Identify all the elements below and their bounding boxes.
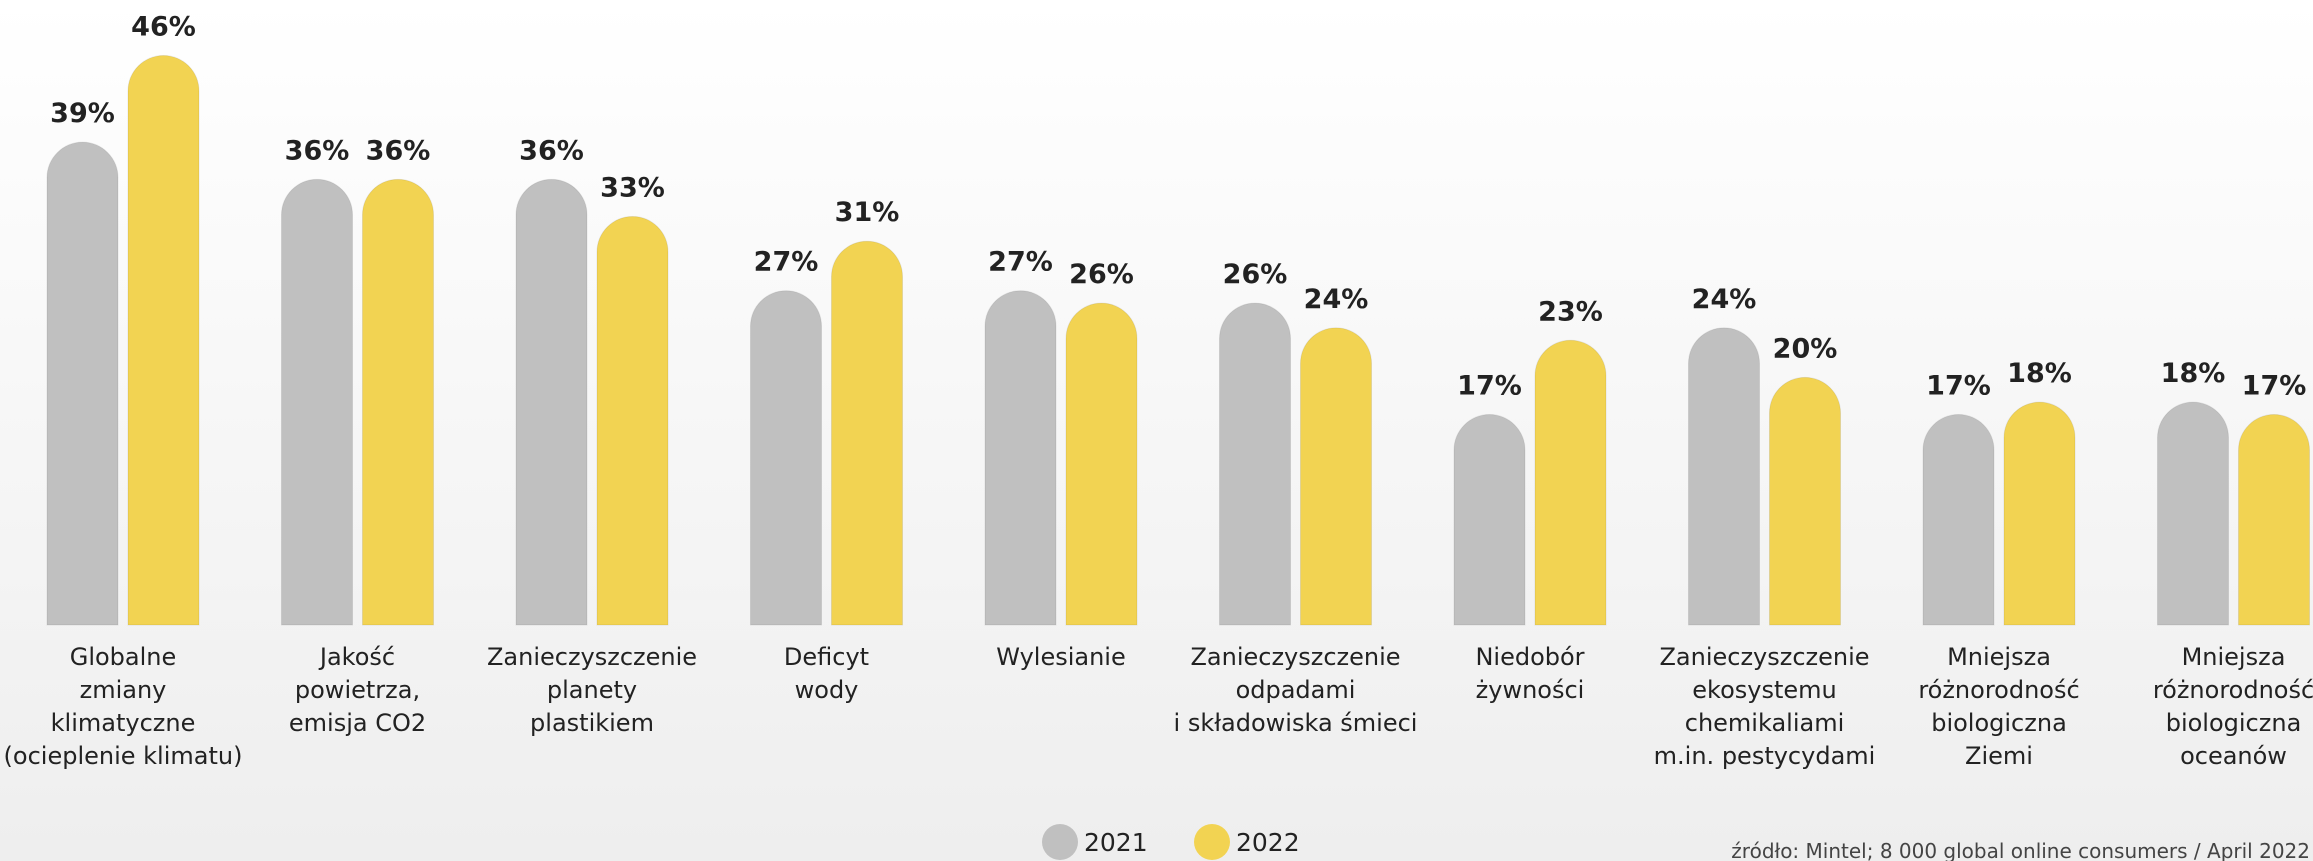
category-label: Globalne: [70, 643, 177, 671]
category-label: Jakość: [318, 643, 395, 671]
value-label: 36%: [366, 135, 431, 166]
bar: [1922, 414, 1995, 626]
value-label: 27%: [988, 247, 1053, 278]
category-label: różnorodność: [2153, 676, 2313, 704]
value-label: 17%: [2242, 371, 2307, 402]
category-label: i składowiska śmieci: [1174, 709, 1418, 737]
category-label: Zanieczyszczenie: [1659, 643, 1869, 671]
legend-swatch: [1194, 824, 1230, 860]
category-label: klimatyczne: [51, 709, 196, 737]
bar: [2157, 401, 2229, 626]
bar: [281, 178, 353, 626]
category-label: (ocieplenie klimatu): [4, 742, 243, 770]
bar: [2003, 401, 2076, 626]
bar: [1219, 302, 1291, 626]
category-label: żywności: [1476, 676, 1585, 704]
category-label: Wylesianie: [996, 643, 1125, 671]
legend-swatch: [1042, 824, 1078, 860]
value-label: 23%: [1538, 296, 1603, 327]
value-label: 27%: [754, 247, 819, 278]
bar: [362, 178, 434, 626]
category-label: powietrza,: [295, 676, 420, 704]
category-label: Niedobór: [1475, 643, 1584, 671]
value-label: 17%: [1457, 371, 1522, 402]
category-label: zmiany: [80, 676, 167, 704]
bar: [1769, 376, 1841, 626]
bar: [831, 240, 903, 626]
category-label: różnorodność: [1918, 676, 2079, 704]
bar: [1688, 327, 1760, 626]
bar: [750, 290, 822, 626]
value-label: 18%: [2007, 358, 2072, 389]
category-label: Zanieczyszczenie: [1190, 643, 1400, 671]
value-label: 46%: [131, 12, 196, 43]
value-label: 20%: [1773, 333, 1838, 364]
category-label: odpadami: [1236, 676, 1356, 704]
bar: [127, 55, 200, 626]
value-label: 26%: [1069, 259, 1134, 290]
bar: [46, 141, 119, 626]
category-label: biologiczna: [2166, 709, 2302, 737]
category-label: emisja CO2: [289, 709, 426, 737]
value-label: 36%: [285, 135, 350, 166]
bar: [1453, 414, 1526, 626]
category-label: plastikiem: [530, 709, 654, 737]
value-label: 17%: [1926, 371, 1991, 402]
value-label: 33%: [600, 172, 665, 203]
bar: [596, 216, 669, 626]
category-label: planety: [547, 676, 637, 704]
value-label: 24%: [1304, 284, 1369, 315]
category-label: ekosystemu: [1692, 676, 1836, 704]
value-label: 39%: [50, 98, 115, 129]
source: źródło: Mintel; 8 000 global online cons…: [1731, 839, 2310, 861]
value-label: 31%: [835, 197, 900, 228]
category-label: Zanieczyszczenie: [487, 643, 697, 671]
legend-label: 2021: [1084, 828, 1148, 857]
bar: [1300, 327, 1372, 626]
category-label: Mniejsza: [2182, 643, 2286, 671]
bar: [515, 178, 588, 626]
bar: [1065, 302, 1138, 626]
value-label: 36%: [519, 135, 584, 166]
value-label: 18%: [2161, 358, 2226, 389]
category-label: Deficyt: [784, 643, 869, 671]
category-label: Mniejsza: [1947, 643, 2051, 671]
bar: [1534, 339, 1607, 626]
category-label: m.in. pestycydami: [1654, 742, 1876, 770]
value-label: 26%: [1223, 259, 1288, 290]
bar: [2238, 414, 2310, 626]
category-label: wody: [795, 676, 859, 704]
category-label: chemikaliami: [1685, 709, 1845, 737]
category-label: oceanów: [2180, 742, 2287, 770]
category-label: biologiczna: [1931, 709, 2067, 737]
value-label: 24%: [1692, 284, 1757, 315]
category-label: Ziemi: [1965, 742, 2033, 770]
bar: [984, 290, 1057, 626]
legend-label: 2022: [1236, 828, 1300, 857]
